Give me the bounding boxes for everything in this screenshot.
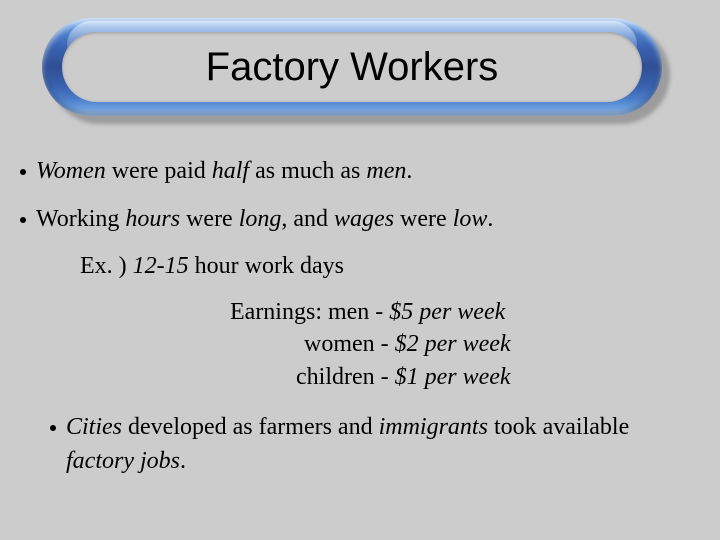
- text-half: half: [212, 158, 249, 184]
- text-plain: women -: [304, 331, 395, 357]
- earnings-children: children - $1 per week: [296, 361, 700, 393]
- capsule-outer: Factory Workers: [42, 18, 662, 116]
- text-plain: developed as farmers and: [122, 414, 379, 440]
- text-plain: .: [487, 206, 493, 232]
- slide-content: Women were paid half as much as men. Wor…: [20, 155, 700, 492]
- bullet-3-wrapper: Cities developed as farmers and immigran…: [50, 411, 700, 478]
- bullet-3: Cities developed as farmers and immigran…: [50, 411, 700, 478]
- text-plain: took available: [488, 414, 629, 440]
- text-plain: .: [406, 158, 412, 184]
- text-cities: Cities: [66, 414, 122, 440]
- earnings-block: Earnings: men - $5 per week women - $2 p…: [230, 296, 700, 393]
- text-plain: .: [180, 448, 186, 474]
- title-capsule: Factory Workers: [42, 18, 662, 120]
- slide-title: Factory Workers: [206, 45, 499, 90]
- text-women: Women: [36, 158, 106, 184]
- text-plain: as much as: [249, 158, 366, 184]
- bullet-3-text: Cities developed as farmers and immigran…: [66, 411, 700, 478]
- capsule-inner: Factory Workers: [62, 32, 642, 102]
- text-plain: were: [394, 206, 453, 232]
- example-line: Ex. ) 12-15 hour work days: [80, 250, 700, 284]
- bullet-dot-icon: [20, 169, 26, 175]
- text-factory-jobs: factory jobs: [66, 448, 180, 474]
- bullet-dot-icon: [20, 217, 26, 223]
- text-children-wage: $1 per week: [395, 364, 511, 390]
- text-plain: were: [180, 206, 239, 232]
- bullet-2: Working hours were long, and wages were …: [20, 203, 700, 237]
- text-plain: Working: [36, 206, 125, 232]
- bullet-1-text: Women were paid half as much as men.: [36, 155, 700, 189]
- bullet-2-text: Working hours were long, and wages were …: [36, 203, 700, 237]
- earnings-women: women - $2 per week: [304, 328, 700, 360]
- text-hours-range: 12-15: [133, 253, 189, 279]
- text-men: men: [366, 158, 406, 184]
- bullet-dot-icon: [50, 425, 56, 431]
- text-plain: Earnings: men -: [230, 299, 389, 325]
- text-plain: children -: [296, 364, 395, 390]
- text-women-wage: $2 per week: [395, 331, 511, 357]
- bullet-1: Women were paid half as much as men.: [20, 155, 700, 189]
- text-ex-label: Ex. ): [80, 253, 133, 279]
- text-low: low: [453, 206, 488, 232]
- text-plain: hour work days: [189, 253, 344, 279]
- text-wages: wages: [334, 206, 394, 232]
- text-men-wage: $5 per week: [389, 299, 505, 325]
- text-hours: hours: [125, 206, 180, 232]
- text-plain: were paid: [106, 158, 212, 184]
- text-long: long: [239, 206, 282, 232]
- earnings-men: Earnings: men - $5 per week: [230, 296, 700, 328]
- text-plain: , and: [281, 206, 334, 232]
- text-immigrants: immigrants: [379, 414, 488, 440]
